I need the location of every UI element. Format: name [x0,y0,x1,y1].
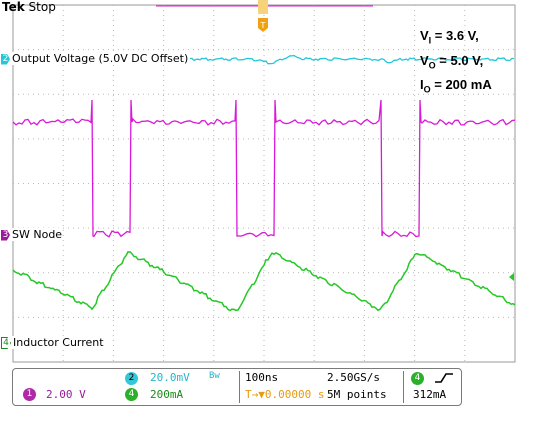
channel-2-marker: 2 [1,53,10,65]
trigger-marker-label: T [260,21,266,30]
ch1-scale[interactable]: 2.00 V [46,388,86,401]
ch1-badge[interactable]: 1 [23,388,36,401]
channel-4-marker: 4 [1,337,11,349]
sw-node-trace [12,99,516,238]
status-divider [239,371,240,403]
status-divider [403,371,404,403]
trigger-marker[interactable]: T [258,0,268,32]
inductor-current-trace [12,251,516,312]
ch4-scale[interactable]: 200mA [150,388,184,401]
graticule-grid [13,5,515,362]
output-voltage-trace [189,54,515,65]
sample-rate: 2.50GS/s [327,371,380,384]
bandwidth-limit-icon: Bw [209,371,220,381]
acquisition-state: Stop [28,0,56,14]
brand-label: Tek [2,0,25,14]
ch2-scale[interactable]: 20.0mV [150,371,190,384]
input-voltage-label: VI = 3.6 V, [420,28,479,46]
trigger-level[interactable]: 312mA [413,388,447,401]
timebase-value[interactable]: 100ns [245,371,279,384]
trigger-source-badge[interactable]: 4 [411,372,424,385]
output-current-label: IO = 200 mA [420,77,492,95]
output-voltage-label: VO = 5.0 V, [420,52,484,71]
ch2-badge[interactable]: 2 [125,372,138,385]
channel-4-label[interactable]: 4 Inductor Current [1,336,104,349]
record-length: 5M points [327,388,387,401]
ch4-badge[interactable]: 4 [125,388,138,401]
operating-conditions: VI = 3.6 V, VO = 5.0 V, IO = 200 mA [420,26,492,100]
ch4-level-marker [509,273,514,281]
channel-2-label[interactable]: 2 Output Voltage (5.0V DC Offset) [1,52,189,65]
status-bar: 1 2.00 V 2 20.0mV Bw 4 200mA 100ns T→▼0.… [12,368,462,406]
rising-edge-icon [435,373,453,383]
channel-3-label[interactable]: 3 SW Node [1,228,63,241]
scope-header: Tek Stop [2,0,56,14]
trigger-position[interactable]: T→▼0.00000 s [245,388,325,401]
channel-3-marker: 3 [1,229,10,241]
